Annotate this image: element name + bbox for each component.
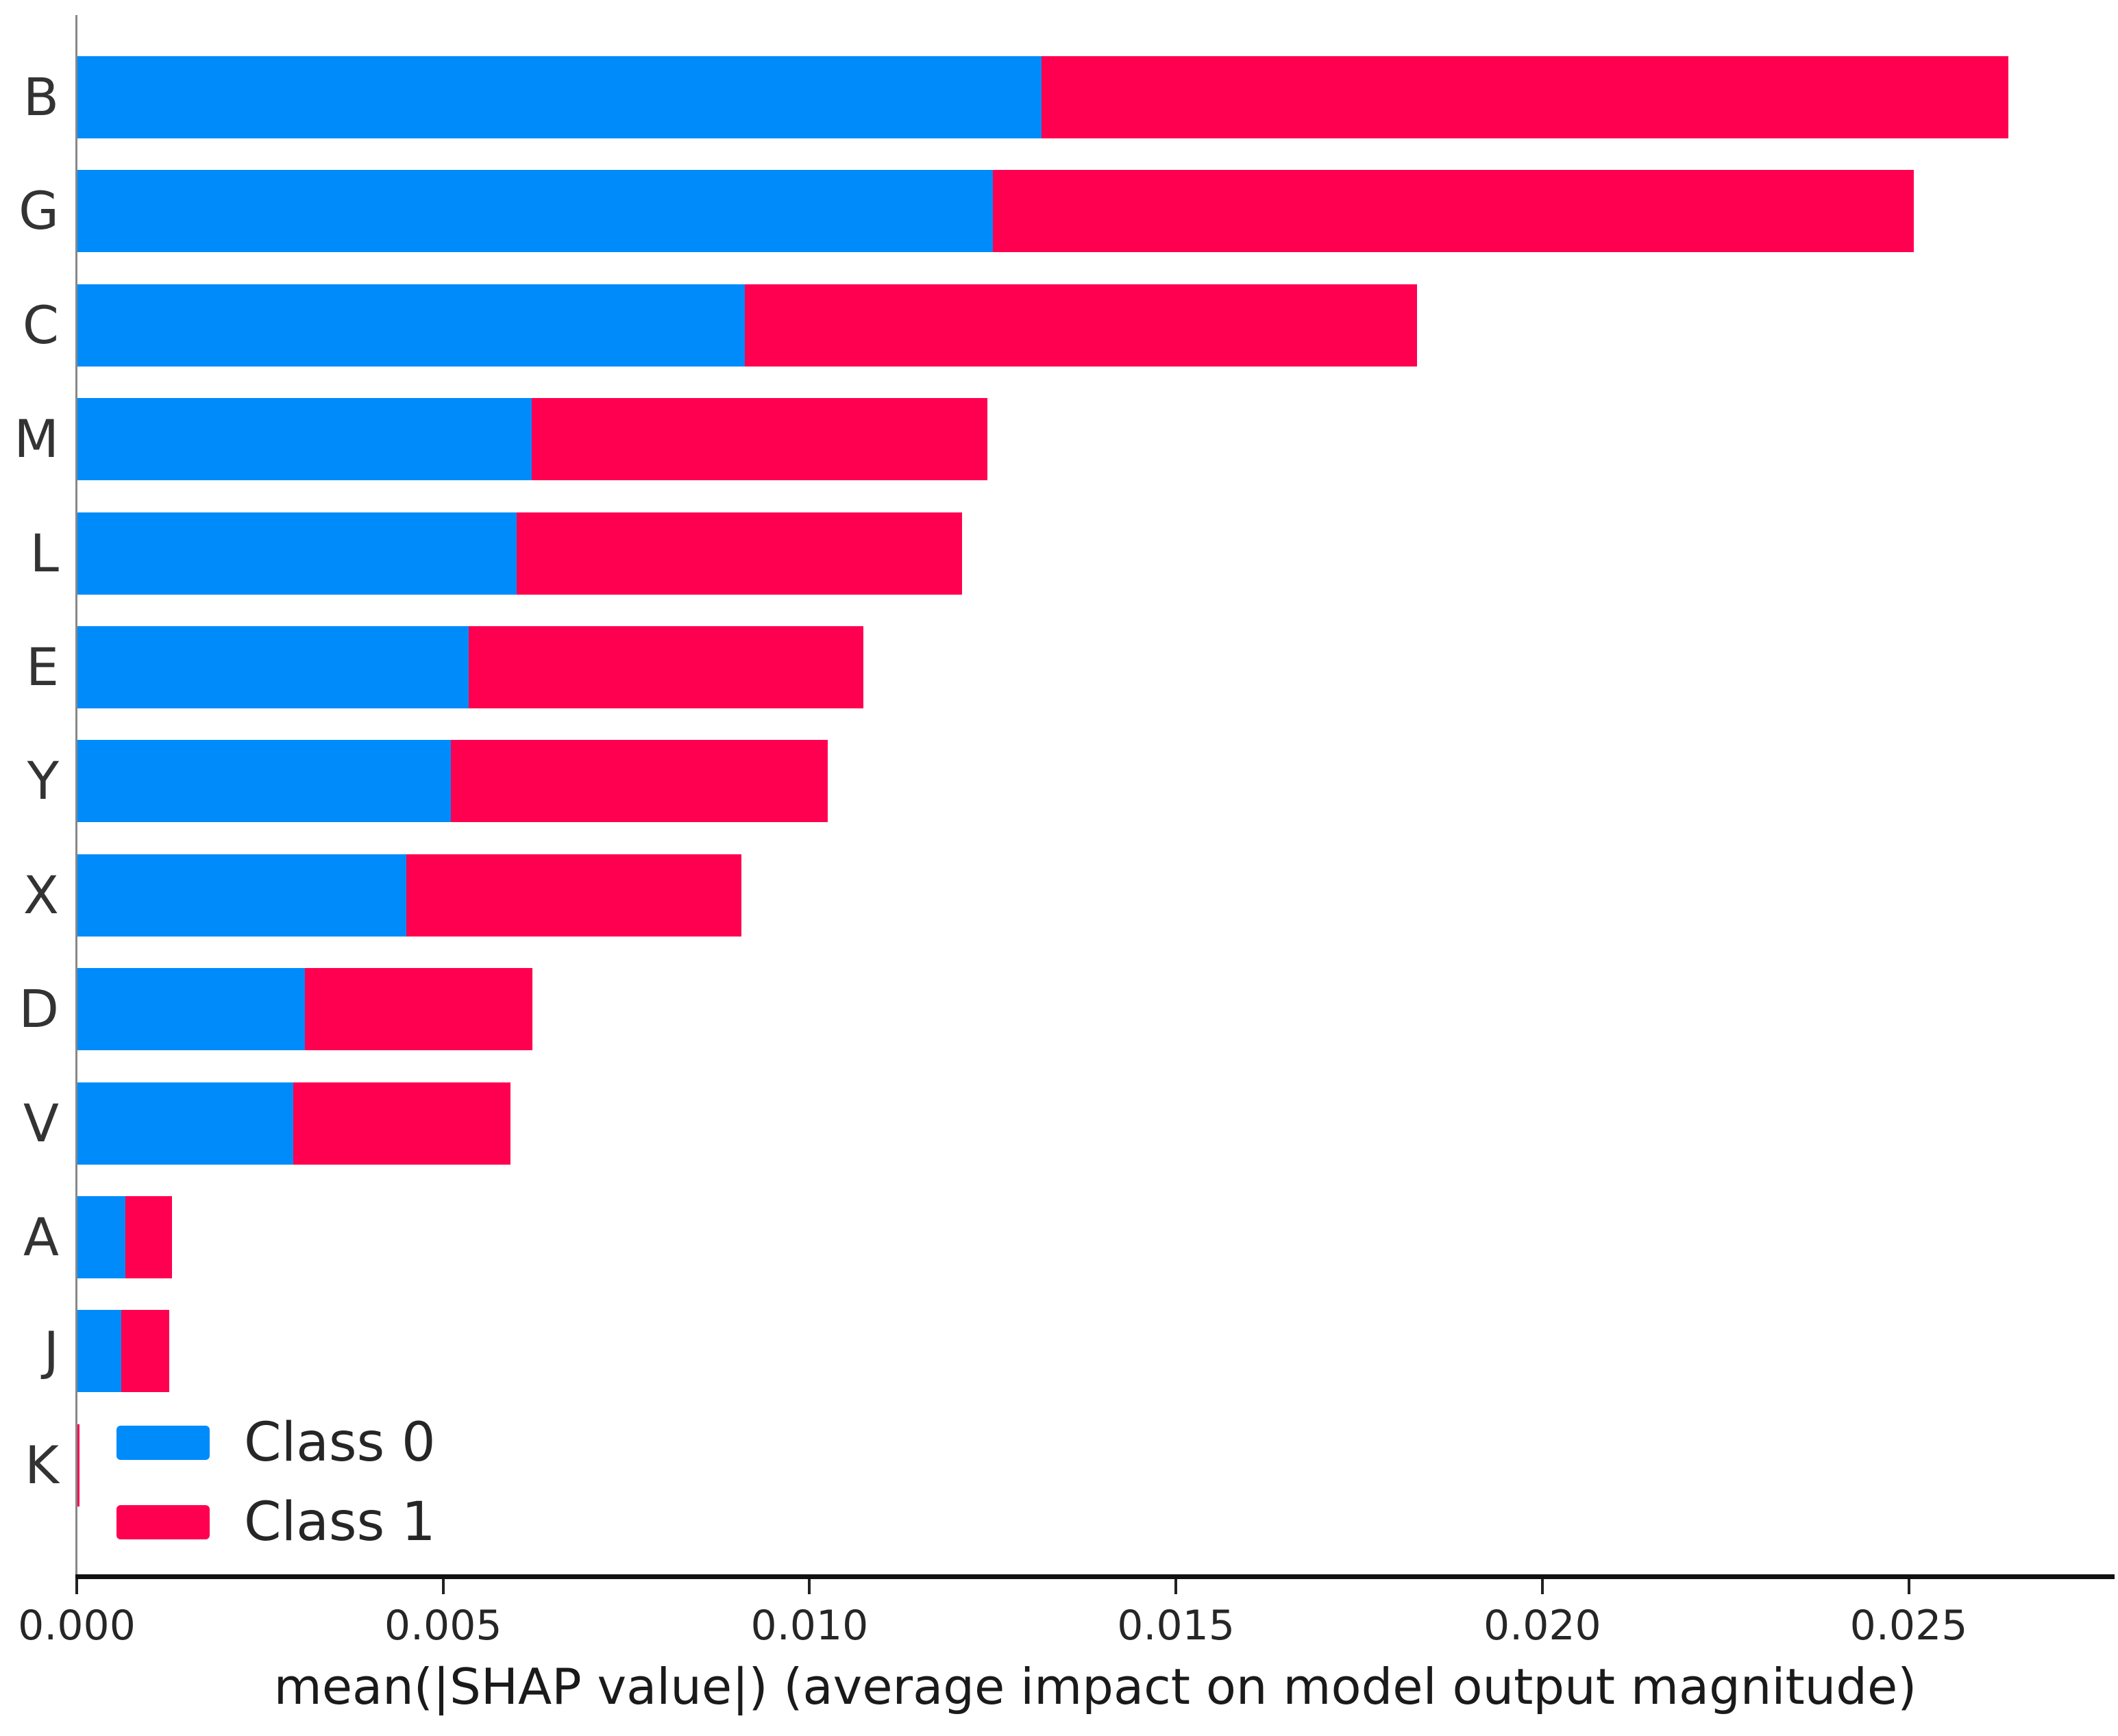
bar-row-C	[77, 284, 1417, 367]
y-tick-label-M: M	[14, 408, 59, 470]
x-tick-mark-0.015	[1174, 1579, 1178, 1594]
y-tick-label-J: J	[43, 1320, 59, 1382]
bar-segment-class-0-G	[77, 170, 993, 253]
legend-item-class-1: Class 1	[116, 1488, 436, 1557]
y-tick-label-L: L	[29, 522, 59, 584]
x-tick-mark-0.000	[75, 1579, 78, 1594]
bar-row-Y	[77, 740, 828, 823]
bar-segment-class-1-V	[293, 1082, 511, 1165]
bar-segment-class-0-V	[77, 1082, 294, 1165]
bar-segment-class-0-B	[77, 56, 1042, 138]
bar-row-A	[77, 1196, 172, 1278]
x-tick-label-0.025: 0.025	[1849, 1602, 1968, 1650]
x-tick-mark-0.010	[808, 1579, 811, 1594]
bar-segment-class-1-G	[992, 170, 1914, 253]
bar-segment-class-0-D	[77, 968, 305, 1051]
x-tick-label-0.020: 0.020	[1483, 1602, 1601, 1650]
bar-row-K	[77, 1424, 80, 1506]
x-tick-label-0.015: 0.015	[1117, 1602, 1235, 1650]
x-tick-label-0.000: 0.000	[18, 1602, 136, 1650]
y-tick-label-Y: Y	[27, 750, 59, 812]
bar-row-B	[77, 56, 2008, 138]
bar-segment-class-1-X	[406, 854, 741, 937]
bar-row-D	[77, 968, 533, 1051]
bar-row-L	[77, 512, 962, 595]
bar-segment-class-1-M	[532, 398, 988, 481]
bar-row-J	[77, 1310, 169, 1393]
legend-swatch-class-0	[116, 1426, 210, 1460]
y-tick-label-G: G	[19, 180, 59, 242]
legend-label-class-1: Class 1	[244, 1491, 436, 1553]
bar-row-X	[77, 854, 741, 937]
y-tick-label-C: C	[22, 294, 59, 356]
bar-segment-class-1-C	[745, 284, 1417, 367]
bar-segment-class-1-E	[469, 626, 864, 708]
bar-row-V	[77, 1082, 511, 1165]
bar-row-G	[77, 170, 1914, 253]
bar-segment-class-0-X	[77, 854, 407, 937]
y-tick-label-K: K	[25, 1434, 59, 1496]
bar-row-E	[77, 626, 864, 708]
x-axis-spine	[75, 1574, 2115, 1579]
bar-segment-class-0-J	[77, 1310, 122, 1393]
bar-segment-class-0-L	[77, 512, 517, 595]
bar-segment-class-0-C	[77, 284, 746, 367]
bar-segment-class-0-Y	[77, 740, 452, 823]
bar-segment-class-0-M	[77, 398, 532, 481]
y-tick-label-D: D	[19, 978, 59, 1040]
bar-segment-class-0-A	[77, 1196, 125, 1278]
legend-swatch-class-1	[116, 1505, 210, 1539]
bar-segment-class-1-B	[1042, 56, 2008, 138]
y-tick-label-B: B	[23, 66, 59, 127]
x-axis-title: mean(|SHAP value|) (average impact on mo…	[273, 1658, 1917, 1715]
y-tick-label-E: E	[25, 636, 59, 697]
bar-segment-class-1-A	[125, 1196, 172, 1278]
bar-row-M	[77, 398, 988, 481]
x-tick-mark-0.020	[1540, 1579, 1544, 1594]
x-tick-mark-0.025	[1907, 1579, 1910, 1594]
bar-segment-class-1-L	[516, 512, 962, 595]
y-tick-label-V: V	[23, 1092, 59, 1154]
x-tick-label-0.010: 0.010	[750, 1602, 869, 1650]
y-tick-label-A: A	[23, 1206, 59, 1267]
legend-item-class-0: Class 0	[116, 1409, 436, 1477]
bar-segment-class-0-E	[77, 626, 469, 708]
bar-segment-class-1-Y	[451, 740, 828, 823]
y-axis-spine	[75, 15, 77, 1574]
bar-segment-class-1-D	[304, 968, 533, 1051]
legend-label-class-0: Class 0	[244, 1412, 436, 1474]
x-tick-mark-0.005	[441, 1579, 445, 1594]
bar-segment-class-1-J	[121, 1310, 169, 1393]
bar-segment-class-1-K	[77, 1424, 80, 1506]
y-tick-label-X: X	[23, 864, 59, 926]
x-tick-label-0.005: 0.005	[384, 1602, 502, 1650]
